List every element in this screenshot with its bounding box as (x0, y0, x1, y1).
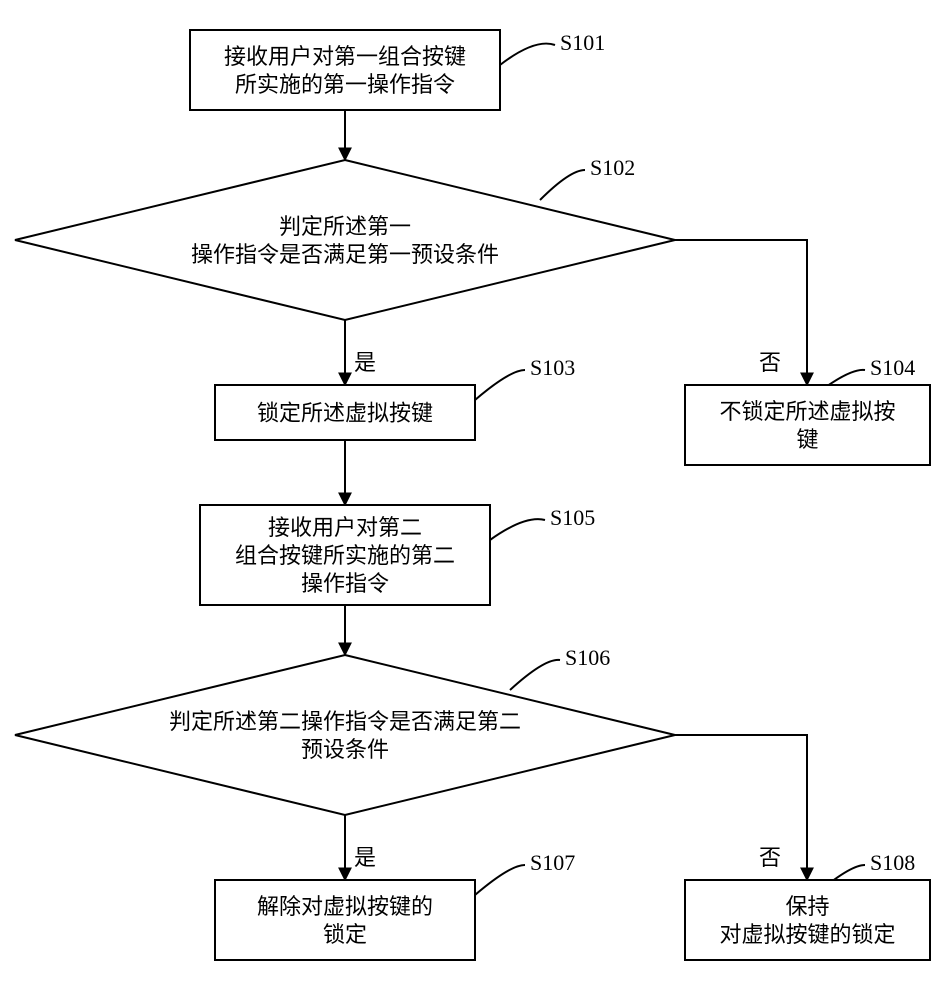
node-text: 解除对虚拟按键的 (257, 894, 433, 919)
step-label-s101: S101 (560, 30, 605, 55)
label-leader (475, 865, 525, 895)
edge-s106-s108 (675, 735, 807, 880)
node-text: 不锁定所述虚拟按 (719, 399, 895, 424)
node-text: 所实施的第一操作指令 (235, 72, 455, 97)
node-text: 操作指令 (301, 571, 389, 596)
step-label-s107: S107 (530, 850, 575, 875)
node-text: 判定所述第一 (279, 214, 411, 239)
node-text: 锁定所述虚拟按键 (257, 401, 433, 426)
node-s108: 保持对虚拟按键的锁定 (685, 880, 930, 960)
node-s102: 判定所述第一操作指令是否满足第一预设条件 (15, 160, 675, 320)
node-text: 对虚拟按键的锁定 (719, 922, 895, 947)
step-label-s106: S106 (565, 645, 610, 670)
node-text: 保持 (785, 894, 829, 919)
nodes-layer: 接收用户对第一组合按键所实施的第一操作指令判定所述第一操作指令是否满足第一预设条… (15, 30, 930, 960)
node-text: 接收用户对第二 (268, 515, 422, 540)
step-label-s104: S104 (870, 355, 915, 380)
edge-s102-s104 (675, 240, 807, 385)
node-text: 预设条件 (301, 737, 389, 762)
label-leader (490, 519, 545, 540)
step-label-s103: S103 (530, 355, 575, 380)
step-label-s108: S108 (870, 850, 915, 875)
node-s105: 接收用户对第二组合按键所实施的第二操作指令 (200, 505, 490, 605)
edge-label: 否 (759, 845, 781, 870)
node-text: 操作指令是否满足第一预设条件 (191, 242, 499, 267)
edge-label: 是 (354, 350, 376, 375)
label-leader (475, 370, 525, 400)
node-text: 键 (796, 427, 818, 452)
node-text: 锁定 (323, 922, 367, 947)
step-label-s105: S105 (550, 505, 595, 530)
node-s106: 判定所述第二操作指令是否满足第二预设条件 (15, 655, 675, 815)
label-leader (540, 170, 585, 200)
node-text: 接收用户对第一组合按键 (224, 44, 466, 69)
label-leader (510, 660, 560, 690)
step-label-s102: S102 (590, 155, 635, 180)
label-leader (500, 44, 555, 65)
edge-label: 否 (759, 350, 781, 375)
edge-label: 是 (354, 845, 376, 870)
flowchart-canvas: 是否是否 接收用户对第一组合按键所实施的第一操作指令判定所述第一操作指令是否满足… (0, 0, 943, 1000)
node-s104: 不锁定所述虚拟按键 (685, 385, 930, 465)
node-s101: 接收用户对第一组合按键所实施的第一操作指令 (190, 30, 500, 110)
node-text: 判定所述第二操作指令是否满足第二 (169, 709, 521, 734)
node-text: 组合按键所实施的第二 (235, 543, 455, 568)
node-s107: 解除对虚拟按键的锁定 (215, 880, 475, 960)
node-s103: 锁定所述虚拟按键 (215, 385, 475, 440)
